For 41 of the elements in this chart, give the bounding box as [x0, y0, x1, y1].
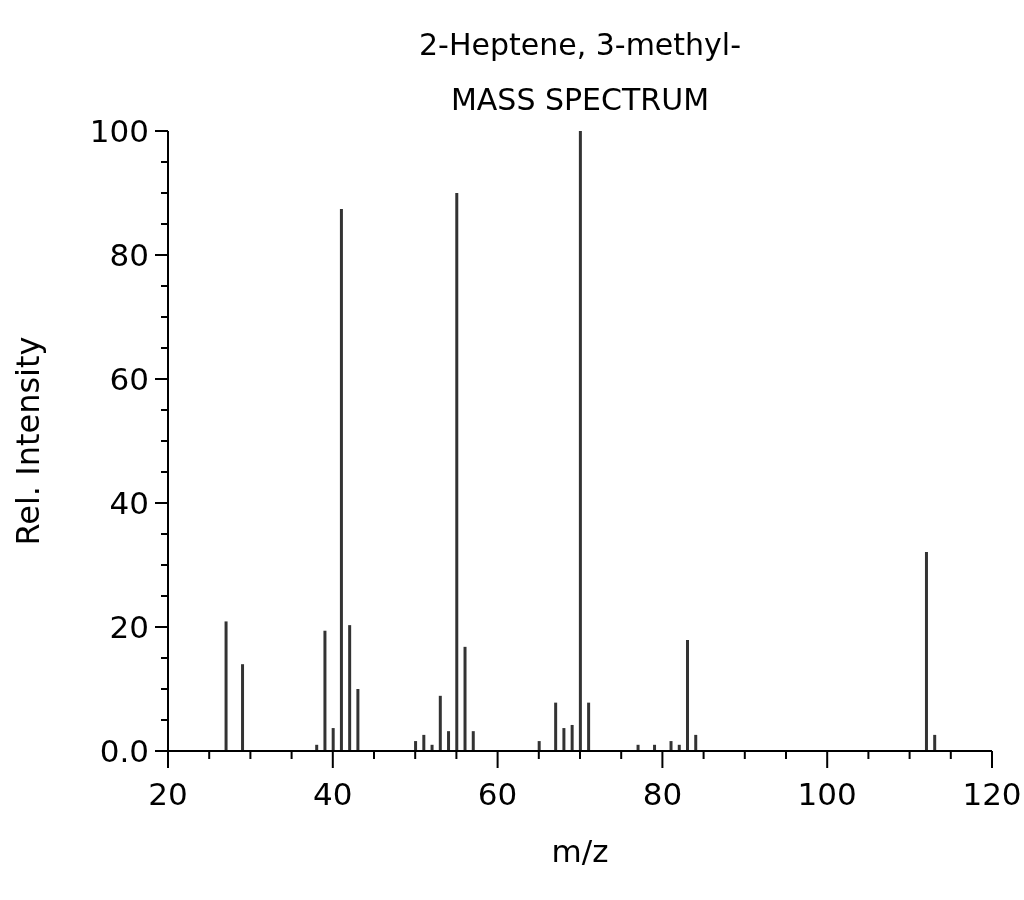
- y-tick-label: 60: [109, 361, 149, 398]
- bar: [587, 702, 591, 751]
- x-axis-title: m/z: [550, 833, 610, 869]
- y-tick-label: 40: [109, 485, 149, 522]
- y-axis-title: Rel. Intensity: [9, 336, 47, 546]
- x-tick-label: 100: [797, 776, 857, 812]
- bar: [933, 734, 937, 751]
- bar: [537, 741, 541, 751]
- y-tick-label: 20: [109, 609, 149, 646]
- chart-subtitle: MASS SPECTRUM: [449, 82, 711, 117]
- bar: [463, 646, 467, 751]
- bar: [422, 734, 426, 751]
- bar: [414, 741, 418, 751]
- x-tick-label: 60: [477, 776, 518, 812]
- bar: [447, 731, 451, 751]
- bar: [471, 731, 475, 751]
- bar: [438, 695, 442, 751]
- bar: [669, 741, 673, 751]
- bar: [554, 702, 558, 751]
- bar: [331, 728, 335, 751]
- y-tick-label: 0.0: [99, 733, 149, 770]
- x-tick-label: 40: [313, 776, 353, 812]
- y-tick-label: 100: [89, 113, 149, 150]
- x-tick-label: 120: [962, 776, 1022, 812]
- bar: [455, 193, 459, 751]
- bar: [570, 724, 574, 751]
- bar: [339, 209, 343, 751]
- bar: [686, 640, 689, 751]
- y-tick-label: 80: [109, 237, 149, 274]
- bar: [924, 551, 928, 751]
- bar: [562, 728, 566, 751]
- bar: [224, 621, 228, 751]
- chart-title: 2-Heptene, 3-methyl-: [418, 27, 742, 62]
- bar: [694, 734, 698, 751]
- x-tick-label: 80: [642, 776, 683, 812]
- bar: [241, 664, 245, 751]
- bar: [578, 131, 582, 751]
- x-tick-label: 20: [148, 776, 188, 812]
- bar: [323, 630, 327, 751]
- bar: [348, 625, 352, 751]
- bar: [356, 689, 360, 751]
